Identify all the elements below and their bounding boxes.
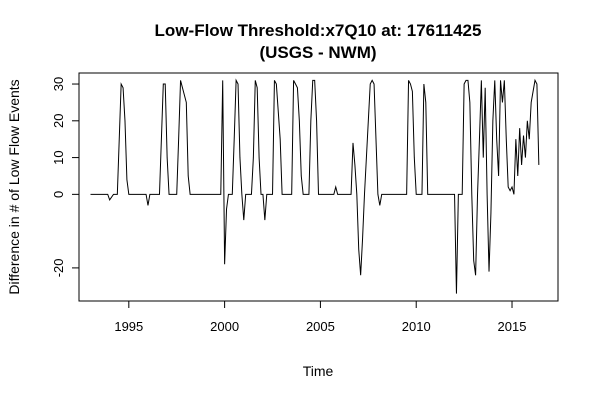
y-tick-label: -20 [51,259,66,278]
chart-title: Low-Flow Threshold:x7Q10 at: 17611425 [155,21,482,40]
series-line [90,78,540,294]
y-tick-label: 20 [51,114,66,128]
y-tick-label: 0 [51,191,66,198]
y-tick-label: 10 [51,150,66,164]
x-tick-label: 1995 [114,319,143,334]
chart-subtitle: (USGS - NWM) [259,43,376,62]
x-tick-label: 2015 [498,319,527,334]
y-tick-label: 30 [51,77,66,91]
x-tick-label: 2010 [402,319,431,334]
x-tick-label: 2005 [306,319,335,334]
y-axis: -20 0 10 20 30 [51,77,80,278]
y-axis-label: Difference in # of Low Flow Events [6,79,22,294]
x-tick-label: 2000 [210,319,239,334]
x-axis: 1995 2000 2005 2010 2015 [114,300,527,334]
x-axis-label: Time [303,363,334,379]
